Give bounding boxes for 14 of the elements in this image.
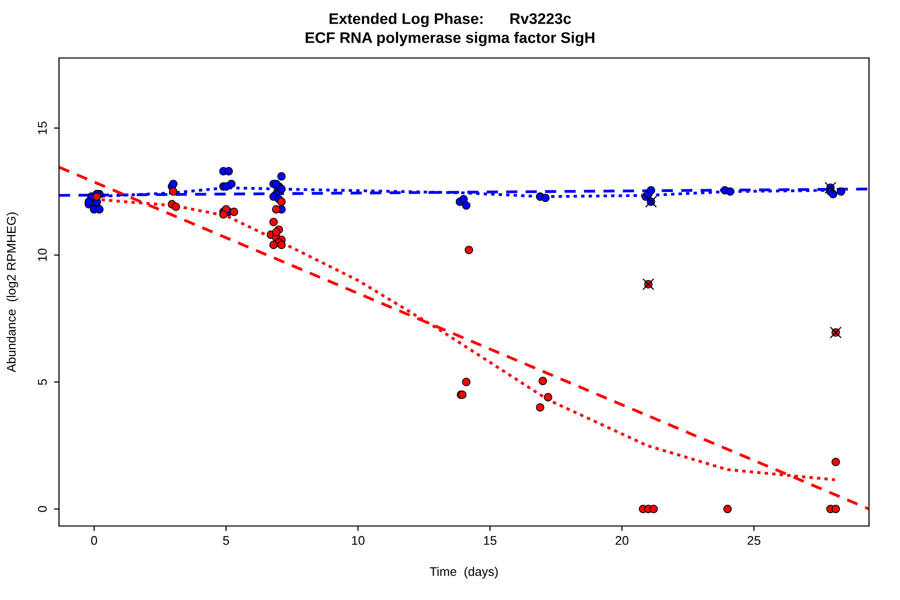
y-tick-label: 10 bbox=[38, 248, 47, 262]
x-tick-label: 10 bbox=[352, 536, 364, 545]
y-tick-label: 0 bbox=[38, 506, 47, 512]
x-tick-label: 0 bbox=[91, 536, 98, 545]
x-tick-label: 15 bbox=[484, 536, 496, 545]
chart-subtitle: ECF RNA polymerase sigma factor SigH bbox=[306, 32, 594, 46]
y-axis-title: Abundance (log2 RPMHEG) bbox=[6, 212, 18, 372]
y-tick-label: 5 bbox=[38, 379, 47, 385]
chart-title: Extended Log Phase: Rv3223c bbox=[330, 12, 571, 28]
y-tick-label: 15 bbox=[38, 122, 47, 134]
x-tick-label: 25 bbox=[748, 536, 760, 545]
x-tick-label: 5 bbox=[223, 536, 230, 545]
x-tick-label: 20 bbox=[616, 536, 628, 545]
x-axis-title: Time (days) bbox=[430, 566, 498, 578]
